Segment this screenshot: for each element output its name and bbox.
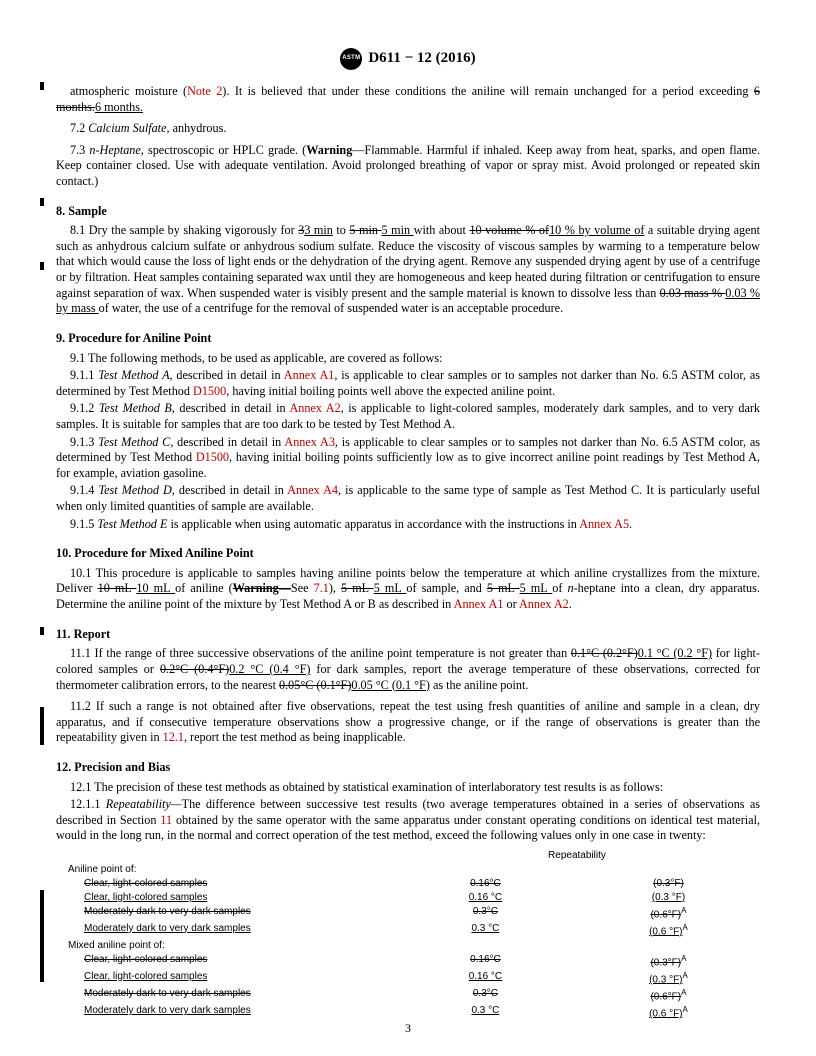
annex-a1-ref-2[interactable]: Annex A1 [454,597,504,611]
change-bar [40,707,44,745]
table-row: Moderately dark to very dark samples0.3°… [56,905,760,922]
table-row: Mixed aniline point of: [56,939,760,953]
table-head: Repeatability [394,850,760,864]
para-9-1: 9.1 The following methods, to be used as… [56,351,760,367]
table-row: Clear, light-colored samples0.16°C(0.3°F… [56,953,760,970]
annex-a2-ref-2[interactable]: Annex A2 [519,597,569,611]
ref-section-11[interactable]: 11 [160,813,172,827]
section-10-title: 10. Procedure for Mixed Aniline Point [56,546,760,562]
page-number: 3 [0,1021,816,1036]
para-12-1: 12.1 The precision of these test methods… [56,780,760,796]
para-7-2: 7.2 Calcium Sulfate, anhydrous. [56,121,760,137]
annex-a3-ref[interactable]: Annex A3 [284,435,335,449]
note-ref[interactable]: Note 2 [187,84,222,98]
para-9-1-2: 9.1.2 Test Method B, described in detail… [56,401,760,432]
page-header: ASTM D611 − 12 (2016) [56,48,760,70]
para-9-1-1: 9.1.1 Test Method A, described in detail… [56,368,760,399]
section-12-title: 12. Precision and Bias [56,760,760,776]
annex-a2-ref[interactable]: Annex A2 [289,401,340,415]
ref-12-1[interactable]: 12.1 [163,730,184,744]
para-10-1: 10.1 This procedure is applicable to sam… [56,566,760,613]
table-row: Aniline point of: [56,864,760,878]
table-row: Clear, light-colored samples0.16°C(0.3°F… [56,878,760,892]
change-bar [40,198,44,206]
annex-a1-ref[interactable]: Annex A1 [284,368,335,382]
table-row: Clear, light-colored samples0.16 °C(0.3 … [56,891,760,905]
repeatability-table: Repeatability Aniline point of:Clear, li… [56,850,760,1022]
ref-7-1[interactable]: 7.1 [314,581,329,595]
para-9-1-3: 9.1.3 Test Method C, described in detail… [56,435,760,482]
annex-a5-ref[interactable]: Annex A5 [579,517,629,531]
section-9-title: 9. Procedure for Aniline Point [56,331,760,347]
change-bar [40,627,44,635]
designation: D611 − 12 (2016) [368,49,475,68]
d1500-ref[interactable]: D1500 [193,384,226,398]
change-bar [40,262,44,270]
table-row: Clear, light-colored samples0.16 °C(0.3 … [56,970,760,987]
change-bar [40,82,44,90]
table-row: Moderately dark to very dark samples0.3 … [56,1005,760,1022]
para-7-1-cont: atmospheric moisture (Note 2). It is bel… [56,84,760,115]
astm-logo: ASTM [340,48,362,70]
change-bar [40,890,44,982]
d1500-ref-2[interactable]: D1500 [196,450,229,464]
annex-a4-ref[interactable]: Annex A4 [287,483,338,497]
section-8-title: 8. Sample [56,204,760,220]
para-7-3: 7.3 n-Heptane, spectroscopic or HPLC gra… [56,143,760,190]
para-9-1-5: 9.1.5 Test Method E is applicable when u… [56,517,760,533]
para-11-2: 11.2 If such a range is not obtained aft… [56,699,760,746]
para-8-1: 8.1 Dry the sample by shaking vigorously… [56,223,760,317]
table-row: Moderately dark to very dark samples0.3°… [56,987,760,1004]
para-9-1-4: 9.1.4 Test Method D, described in detail… [56,483,760,514]
para-12-1-1: 12.1.1 Repeatability—The difference betw… [56,797,760,844]
table-row: Moderately dark to very dark samples0.3 … [56,922,760,939]
para-11-1: 11.1 If the range of three successive ob… [56,646,760,693]
section-11-title: 11. Report [56,627,760,643]
